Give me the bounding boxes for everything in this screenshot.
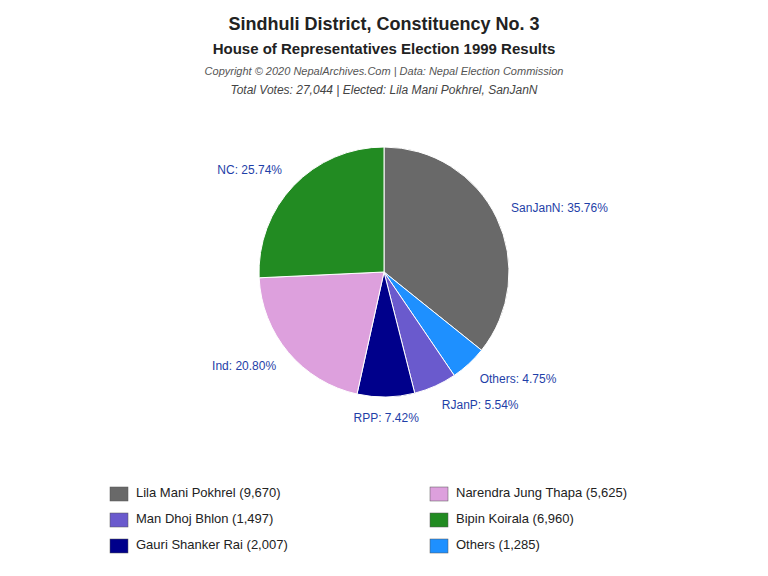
legend-swatch [430,487,448,501]
slice-label: RPP: 7.42% [353,411,419,425]
legend-label: Bipin Koirala (6,960) [456,511,574,526]
slice-label: Ind: 20.80% [212,359,276,373]
subtitle: House of Representatives Election 1999 R… [213,40,556,57]
slice-labels: SanJanN: 35.76% Others: 4.75% RJanP: 5.54%… [212,163,608,425]
legend-label: Narendra Jung Thapa (5,625) [456,485,627,500]
legend-swatch [430,513,448,527]
slice-label: NC: 25.74% [217,163,282,177]
slice-label: Others: 4.75% [480,372,557,386]
legend-label: Gauri Shanker Rai (2,007) [136,537,288,552]
title: Sindhuli District, Constituency No. 3 [228,14,539,34]
legend-label: Others (1,285) [456,537,540,552]
chart: Sindhuli District, Constituency No. 3 Hou… [0,0,768,576]
pie [259,147,509,397]
legend-label: Lila Mani Pokhrel (9,670) [136,485,281,500]
legend-label: Man Dhoj Bhlon (1,497) [136,511,273,526]
legend-swatch [110,487,128,501]
subtitle: Total Votes: 27,044 | Elected: Lila Mani… [230,83,537,97]
legend-swatch [430,539,448,553]
legend-swatch [110,513,128,527]
legend-swatch [110,539,128,553]
pie-slice [259,272,384,394]
subtitle: Copyright © 2020 NepalArchives.Com | Dat… [205,65,564,77]
legend: Lila Mani Pokhrel (9,670) Narendra Jung T… [110,485,627,553]
slice-label: SanJanN: 35.76% [511,201,608,215]
slice-label: RJanP: 5.54% [442,398,519,412]
